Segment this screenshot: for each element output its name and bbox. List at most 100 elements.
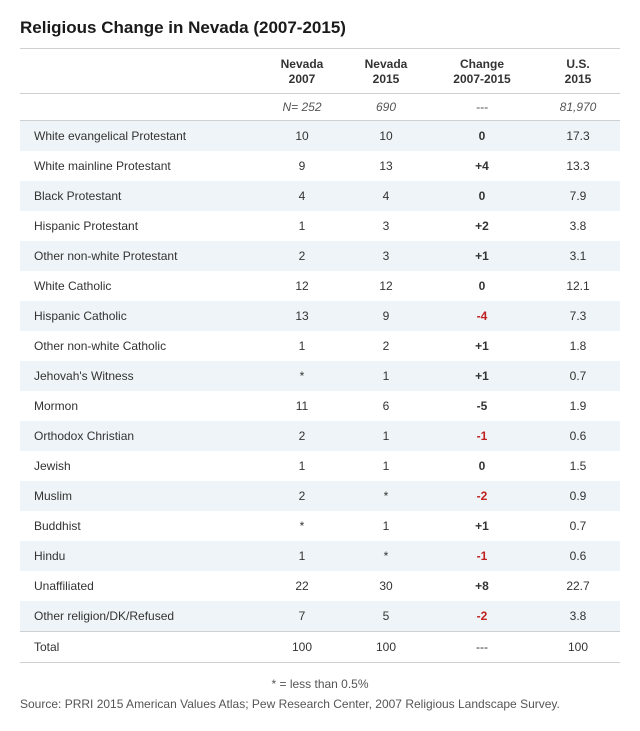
cell-nv07: 1 — [260, 211, 344, 241]
table-body: White evangelical Protestant1010017.3Whi… — [20, 121, 620, 663]
table-row: Muslim2*-20.9 — [20, 481, 620, 511]
cell-nv15: 1 — [344, 451, 428, 481]
cell-nv15: 6 — [344, 391, 428, 421]
cell-label: Hindu — [20, 541, 260, 571]
cell-label: Jehovah's Witness — [20, 361, 260, 391]
cell-chg: +1 — [428, 511, 536, 541]
cell-label: White evangelical Protestant — [20, 121, 260, 152]
table-row: Other non-white Protestant23+13.1 — [20, 241, 620, 271]
cell-nv15: 13 — [344, 151, 428, 181]
table-head: Nevada2007 Nevada2015 Change2007-2015 U.… — [20, 49, 620, 121]
table-row: Unaffiliated2230+822.7 — [20, 571, 620, 601]
n-cell: N= 252 — [260, 94, 344, 121]
cell-nv15: 1 — [344, 421, 428, 451]
cell-label: Other non-white Catholic — [20, 331, 260, 361]
table-row: Hispanic Catholic139-47.3 — [20, 301, 620, 331]
cell-nv15: 4 — [344, 181, 428, 211]
cell-us15: 7.3 — [536, 301, 620, 331]
cell-chg: -4 — [428, 301, 536, 331]
cell-nv15: 1 — [344, 511, 428, 541]
cell-us15: 3.8 — [536, 601, 620, 632]
cell-us15: 3.8 — [536, 211, 620, 241]
report-title: Religious Change in Nevada (2007-2015) — [20, 18, 620, 38]
cell-label: Muslim — [20, 481, 260, 511]
cell-nv07: 2 — [260, 241, 344, 271]
cell-us15: 13.3 — [536, 151, 620, 181]
cell-us15: 0.7 — [536, 361, 620, 391]
total-cell: 100 — [260, 632, 344, 663]
cell-label: Hispanic Catholic — [20, 301, 260, 331]
cell-us15: 1.9 — [536, 391, 620, 421]
cell-us15: 12.1 — [536, 271, 620, 301]
cell-nv07: 1 — [260, 451, 344, 481]
cell-chg: +1 — [428, 361, 536, 391]
cell-chg: +1 — [428, 331, 536, 361]
cell-nv07: 7 — [260, 601, 344, 632]
total-cell: --- — [428, 632, 536, 663]
cell-nv07: 2 — [260, 481, 344, 511]
cell-chg: +8 — [428, 571, 536, 601]
table-row: Black Protestant4407.9 — [20, 181, 620, 211]
cell-nv07: * — [260, 361, 344, 391]
cell-nv07: 9 — [260, 151, 344, 181]
cell-chg: +1 — [428, 241, 536, 271]
cell-label: Hispanic Protestant — [20, 211, 260, 241]
cell-us15: 22.7 — [536, 571, 620, 601]
table-row: Other non-white Catholic12+11.8 — [20, 331, 620, 361]
col-header — [20, 49, 260, 94]
cell-nv07: 4 — [260, 181, 344, 211]
cell-chg: 0 — [428, 181, 536, 211]
table-row: Other religion/DK/Refused75-23.8 — [20, 601, 620, 632]
cell-nv07: 1 — [260, 541, 344, 571]
table-row: Hindu1*-10.6 — [20, 541, 620, 571]
total-row: Total100100---100 — [20, 632, 620, 663]
report-container: Religious Change in Nevada (2007-2015) N… — [0, 0, 640, 731]
table-row: White mainline Protestant913+413.3 — [20, 151, 620, 181]
cell-chg: -2 — [428, 601, 536, 632]
table-row: Hispanic Protestant13+23.8 — [20, 211, 620, 241]
cell-label: Black Protestant — [20, 181, 260, 211]
cell-label: Other non-white Protestant — [20, 241, 260, 271]
cell-nv07: 1 — [260, 331, 344, 361]
cell-us15: 0.7 — [536, 511, 620, 541]
cell-us15: 1.8 — [536, 331, 620, 361]
cell-nv15: 10 — [344, 121, 428, 152]
cell-nv07: 11 — [260, 391, 344, 421]
data-table: Nevada2007 Nevada2015 Change2007-2015 U.… — [20, 48, 620, 663]
cell-us15: 7.9 — [536, 181, 620, 211]
col-header: Nevada2015 — [344, 49, 428, 94]
cell-nv15: 2 — [344, 331, 428, 361]
cell-us15: 0.6 — [536, 421, 620, 451]
n-cell — [20, 94, 260, 121]
col-header: Nevada2007 — [260, 49, 344, 94]
cell-nv07: 22 — [260, 571, 344, 601]
total-cell: 100 — [344, 632, 428, 663]
cell-nv07: 12 — [260, 271, 344, 301]
cell-nv07: * — [260, 511, 344, 541]
cell-chg: -5 — [428, 391, 536, 421]
cell-chg: 0 — [428, 121, 536, 152]
cell-label: Jewish — [20, 451, 260, 481]
cell-chg: 0 — [428, 451, 536, 481]
cell-label: Buddhist — [20, 511, 260, 541]
cell-us15: 1.5 — [536, 451, 620, 481]
source-line: Source: PRRI 2015 American Values Atlas;… — [20, 697, 620, 711]
table-row: Jehovah's Witness*1+10.7 — [20, 361, 620, 391]
total-cell: 100 — [536, 632, 620, 663]
table-row: Mormon116-51.9 — [20, 391, 620, 421]
cell-nv15: 9 — [344, 301, 428, 331]
n-cell: 690 — [344, 94, 428, 121]
cell-nv15: * — [344, 481, 428, 511]
header-row: Nevada2007 Nevada2015 Change2007-2015 U.… — [20, 49, 620, 94]
cell-nv07: 2 — [260, 421, 344, 451]
n-row: N= 252 690 --- 81,970 — [20, 94, 620, 121]
cell-nv07: 10 — [260, 121, 344, 152]
cell-nv15: * — [344, 541, 428, 571]
cell-us15: 0.6 — [536, 541, 620, 571]
cell-nv15: 1 — [344, 361, 428, 391]
table-row: Orthodox Christian21-10.6 — [20, 421, 620, 451]
cell-nv07: 13 — [260, 301, 344, 331]
cell-us15: 0.9 — [536, 481, 620, 511]
cell-label: White Catholic — [20, 271, 260, 301]
cell-nv15: 30 — [344, 571, 428, 601]
